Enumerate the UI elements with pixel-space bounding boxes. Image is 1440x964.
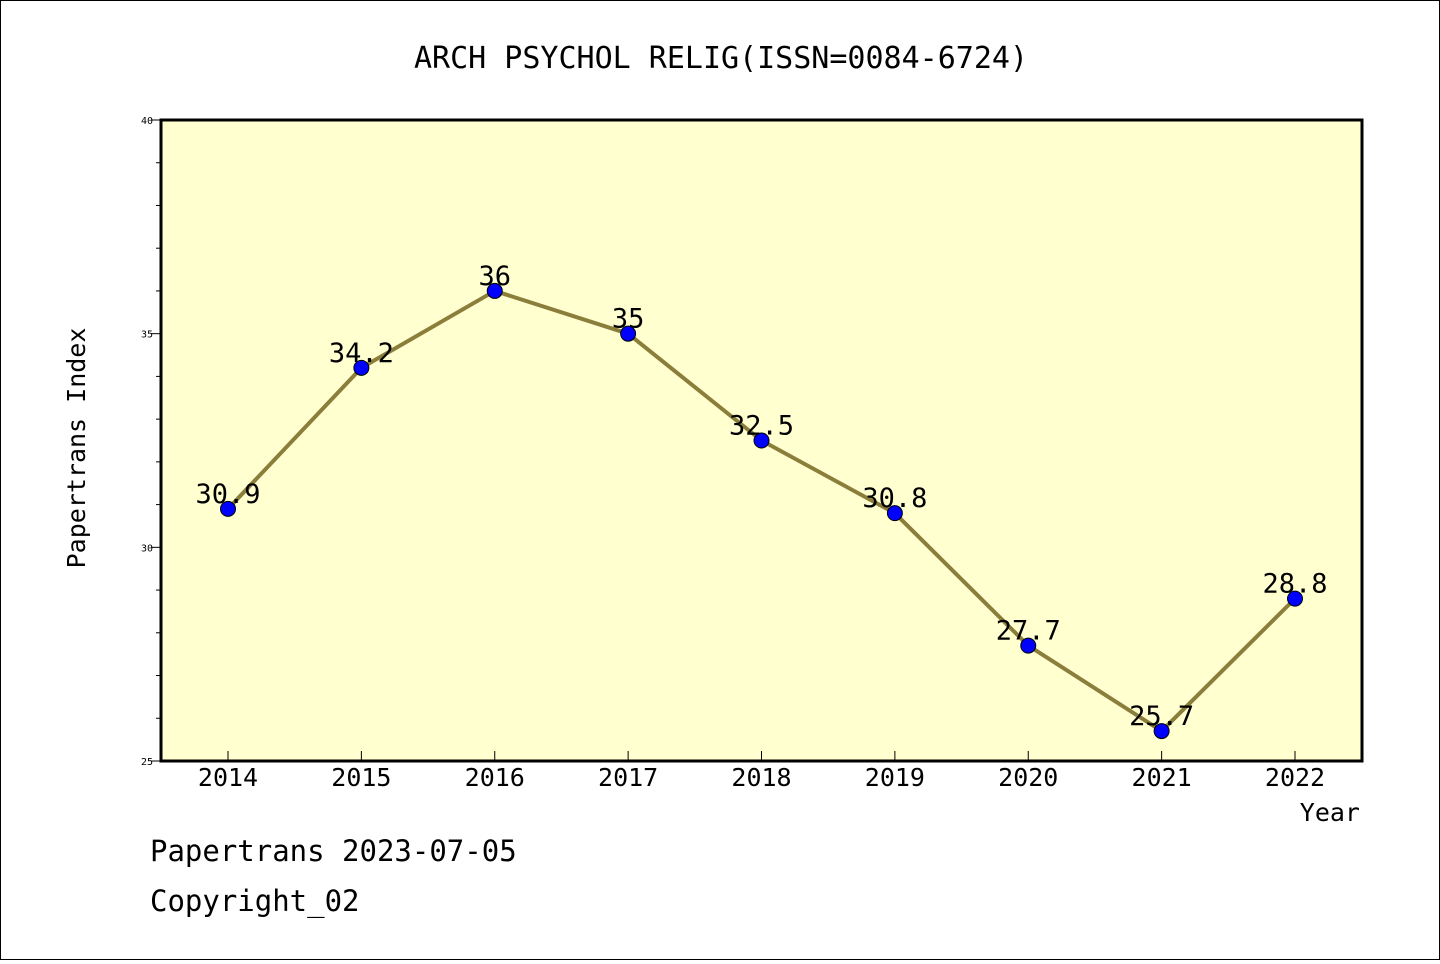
x-tick-label: 2014: [198, 763, 258, 792]
x-tick-label: 2020: [998, 763, 1058, 792]
footer-copyright: Copyright_02: [150, 884, 360, 918]
data-point: [1153, 723, 1170, 740]
data-label: 25.7: [1129, 701, 1194, 732]
data-point: [620, 325, 637, 342]
data-point: [220, 500, 236, 517]
x-tick-label: 2018: [731, 763, 791, 792]
x-tick-label: 2016: [465, 763, 525, 792]
x-tick-label: 2015: [331, 763, 391, 792]
x-tick-label: 2017: [598, 763, 658, 792]
data-point: [753, 432, 770, 449]
chart-title: ARCH PSYCHOL RELIG(ISSN=0084-6724): [414, 41, 1028, 76]
y-axis: 25 30 35 40: [141, 116, 161, 768]
data-point: [1020, 637, 1037, 654]
data-label: 28.8: [1262, 569, 1327, 600]
series-line-group: 30.9 34.2 36 35 32.5 30.8 27.7 25.7 28.8: [195, 261, 1328, 740]
x-tick-label: 2021: [1132, 763, 1192, 792]
y-axis-label: Papertrans Index: [62, 328, 91, 569]
data-label: 34.2: [329, 338, 394, 369]
data-label: 36: [478, 261, 511, 292]
x-tick-label: 2019: [865, 763, 925, 792]
footer-date: Papertrans 2023-07-05: [150, 834, 517, 868]
data-point: [486, 282, 503, 299]
y-tick-label: 40: [141, 116, 153, 127]
y-tick-label: 30: [141, 543, 153, 554]
x-tick-label: 2022: [1265, 763, 1325, 792]
data-label: 32.5: [729, 411, 794, 442]
data-point: [886, 505, 903, 522]
x-axis: 2014 2015 2016 2017 2018 2019 2020 2021 2022: [198, 751, 1325, 792]
data-label: 35: [612, 304, 645, 335]
x-axis-label: Year: [1300, 798, 1360, 827]
data-label: 27.7: [996, 616, 1061, 647]
data-point: [353, 359, 370, 376]
data-point: [1287, 590, 1303, 607]
data-label: 30.9: [195, 479, 260, 510]
y-tick-label: 35: [141, 330, 153, 341]
data-label: 30.8: [862, 483, 927, 514]
y-tick-label: 25: [141, 757, 153, 768]
